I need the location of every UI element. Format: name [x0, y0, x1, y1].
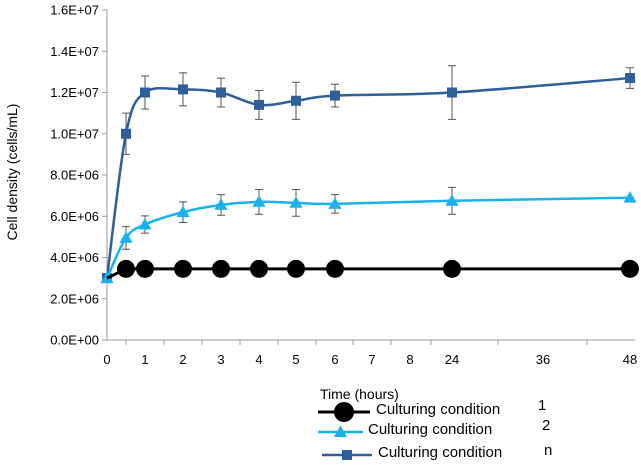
data-point	[117, 259, 135, 278]
x-tick-label: 6	[331, 352, 338, 367]
data-point	[289, 196, 303, 208]
data-point	[443, 259, 461, 278]
y-tick-label: 0.0E+00	[50, 333, 99, 348]
legend-label: Culturing condition	[378, 444, 502, 461]
y-tick-label: 1.6E+07	[50, 3, 99, 18]
x-tick-label: 8	[406, 352, 413, 367]
data-point	[138, 217, 152, 230]
data-point	[445, 194, 459, 206]
data-point	[174, 259, 192, 278]
legend-marker	[333, 425, 348, 437]
series-line	[106, 267, 630, 280]
data-point	[254, 99, 264, 110]
x-tick-label: 1	[141, 352, 148, 367]
legend-marker	[342, 450, 352, 460]
legend-suffix: n	[544, 442, 552, 459]
series-n	[102, 65, 635, 284]
legend-label: Culturing condition	[376, 401, 500, 418]
legend-suffix: 1	[538, 397, 546, 414]
data-point	[214, 198, 228, 210]
data-point	[216, 87, 226, 98]
x-tick-label: 7	[368, 352, 375, 367]
x-tick-label: 5	[292, 352, 299, 367]
y-tick-label: 1.4E+07	[50, 44, 99, 59]
legend-item-1: Culturing condition 1	[318, 397, 546, 422]
y-tick-label: 4.0E+06	[50, 250, 99, 265]
x-tick-label: 48	[623, 352, 637, 367]
chart-legend: Culturing condition 1 Culturing condition 2…	[318, 397, 552, 461]
data-point	[326, 259, 344, 278]
data-point	[623, 191, 637, 203]
data-point	[176, 205, 190, 218]
data-point	[447, 87, 457, 98]
y-tick-label: 6.0E+06	[50, 209, 99, 224]
legend-label: Culturing condition	[368, 421, 492, 438]
y-axis-title: Cell density (cells/mL)	[4, 104, 20, 241]
data-point	[136, 259, 154, 278]
x-tick-label: 3	[217, 352, 224, 367]
data-point	[121, 128, 131, 139]
x-tick-label: 24	[445, 352, 459, 367]
y-tick-label: 1.0E+07	[50, 126, 99, 141]
legend-marker	[334, 402, 354, 422]
x-tick-label: 4	[255, 352, 262, 367]
data-point	[212, 259, 230, 278]
data-point	[291, 95, 301, 106]
data-point	[178, 84, 188, 95]
legend-item-n: Culturing condition n	[322, 442, 552, 461]
data-point	[328, 197, 342, 209]
data-point	[287, 259, 305, 278]
data-point	[119, 231, 133, 243]
x-tick-label: 36	[536, 352, 550, 367]
chart-series-layer	[100, 65, 639, 284]
data-point	[252, 195, 266, 207]
y-tick-label: 2.0E+06	[50, 291, 99, 306]
x-axis-title: Time (hours)	[320, 386, 399, 402]
chart-axes: 0.0E+00 2.0E+06 4.0E+06 6.0E+06 8.0E+06 1.0E+…	[50, 3, 637, 368]
data-point	[621, 259, 639, 278]
series-1	[106, 259, 639, 280]
x-tick-label: 2	[179, 352, 186, 367]
y-tick-label: 1.2E+07	[50, 85, 99, 100]
x-tick-label: 0	[103, 352, 110, 367]
y-tick-label: 8.0E+06	[50, 168, 99, 183]
legend-suffix: 2	[542, 417, 550, 434]
legend-item-2: Culturing condition 2	[318, 417, 550, 438]
series-line	[105, 76, 631, 279]
data-point	[625, 73, 635, 84]
data-point	[330, 90, 340, 101]
data-point	[140, 87, 150, 98]
data-point	[250, 259, 268, 278]
